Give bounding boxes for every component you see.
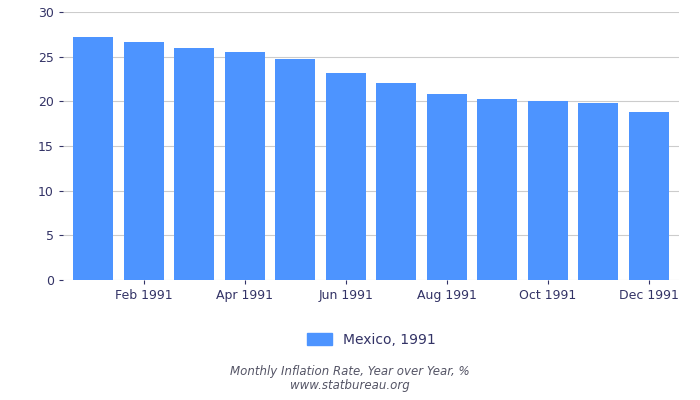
Legend: Mexico, 1991: Mexico, 1991	[301, 327, 441, 352]
Text: Monthly Inflation Rate, Year over Year, %: Monthly Inflation Rate, Year over Year, …	[230, 366, 470, 378]
Bar	[174, 48, 214, 280]
Bar	[326, 73, 366, 280]
Bar	[275, 59, 316, 280]
Bar	[73, 37, 113, 280]
Bar	[477, 99, 517, 280]
Bar	[124, 42, 164, 280]
Bar	[578, 103, 618, 280]
Bar	[629, 112, 669, 280]
Bar	[225, 52, 265, 280]
Bar	[528, 101, 568, 280]
Bar	[376, 84, 416, 280]
Text: www.statbureau.org: www.statbureau.org	[290, 380, 410, 392]
Bar	[426, 94, 467, 280]
